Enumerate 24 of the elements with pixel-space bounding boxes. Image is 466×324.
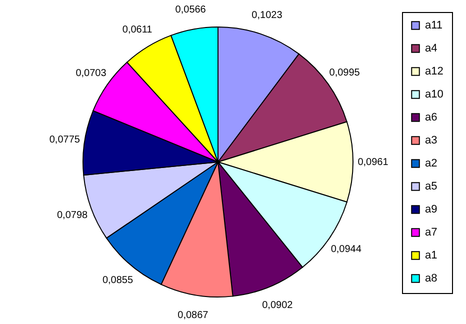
legend-label: a1 <box>425 250 438 262</box>
data-label: 0,0703 <box>76 68 107 80</box>
data-label: 0,0961 <box>358 156 389 168</box>
data-label: 0,0944 <box>330 244 362 256</box>
data-label: 0,0611 <box>122 24 153 36</box>
legend-label: a6 <box>425 112 438 124</box>
legend-label: a10 <box>425 88 444 100</box>
legend-label: a7 <box>425 226 438 238</box>
data-label: 0,0566 <box>175 4 206 16</box>
legend-label: a11 <box>425 20 443 32</box>
data-label: 0,0798 <box>57 210 88 221</box>
legend-label: a4 <box>425 42 438 54</box>
legend-label: a9 <box>425 204 438 216</box>
legend-label: a5 <box>425 180 438 192</box>
legend-label: a3 <box>425 134 438 146</box>
legend-label: a8 <box>425 272 438 284</box>
data-label: 0,0902 <box>262 300 294 312</box>
legend-label: a12 <box>425 66 444 78</box>
data-label: 0,0995 <box>329 68 360 79</box>
data-label: 0,0855 <box>102 275 134 286</box>
data-label: 0,0867 <box>178 310 209 321</box>
data-label: 0,1023 <box>252 10 283 21</box>
data-label: 0,0775 <box>49 134 80 146</box>
legend-label: a2 <box>425 158 438 170</box>
